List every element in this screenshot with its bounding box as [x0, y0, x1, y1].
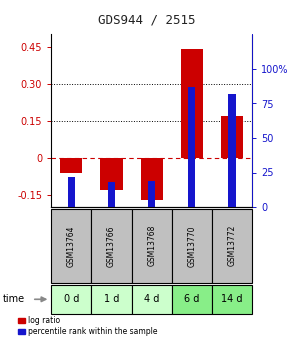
Bar [181, 49, 203, 158]
Text: GDS944 / 2515: GDS944 / 2515 [98, 14, 195, 27]
Text: 4 d: 4 d [144, 294, 159, 304]
Bar [221, 116, 243, 158]
Text: time: time [3, 294, 25, 304]
Bar [228, 94, 236, 207]
Text: 0 d: 0 d [64, 294, 79, 304]
Bar [60, 158, 82, 172]
Bar [172, 285, 212, 314]
Text: GSM13768: GSM13768 [147, 225, 156, 266]
Bar [108, 182, 115, 207]
Bar [141, 158, 163, 200]
Bar [91, 285, 132, 314]
Bar [212, 209, 252, 283]
Text: 6 d: 6 d [184, 294, 200, 304]
Bar [68, 177, 75, 207]
Bar [148, 181, 155, 207]
Legend: log ratio, percentile rank within the sample: log ratio, percentile rank within the sa… [18, 316, 158, 336]
Bar [100, 158, 122, 190]
Bar [212, 285, 252, 314]
Bar [132, 209, 172, 283]
Text: 14 d: 14 d [221, 294, 243, 304]
Bar [188, 87, 195, 207]
Text: GSM13764: GSM13764 [67, 225, 76, 267]
Bar [91, 209, 132, 283]
Text: 1 d: 1 d [104, 294, 119, 304]
Text: GSM13770: GSM13770 [187, 225, 196, 267]
Bar [132, 285, 172, 314]
Bar [51, 209, 91, 283]
Text: GSM13766: GSM13766 [107, 225, 116, 267]
Bar [172, 209, 212, 283]
Bar [51, 285, 91, 314]
Text: GSM13772: GSM13772 [227, 225, 236, 266]
